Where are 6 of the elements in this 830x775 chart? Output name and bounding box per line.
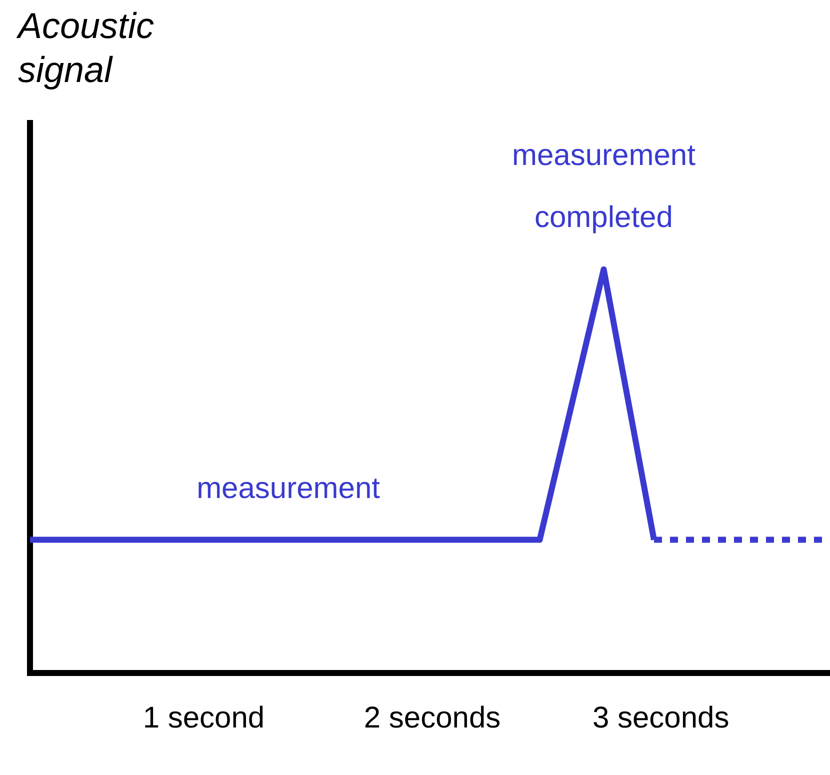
x-tick-label: 2 seconds: [364, 701, 501, 734]
annotation: measurement completed: [510, 138, 696, 236]
y-axis-title: Acoustic signal: [18, 4, 156, 92]
x-tick-label: 3 seconds: [592, 701, 730, 734]
annotation: measurement: [196, 470, 381, 507]
x-tick-label: 1 second: [142, 701, 265, 734]
